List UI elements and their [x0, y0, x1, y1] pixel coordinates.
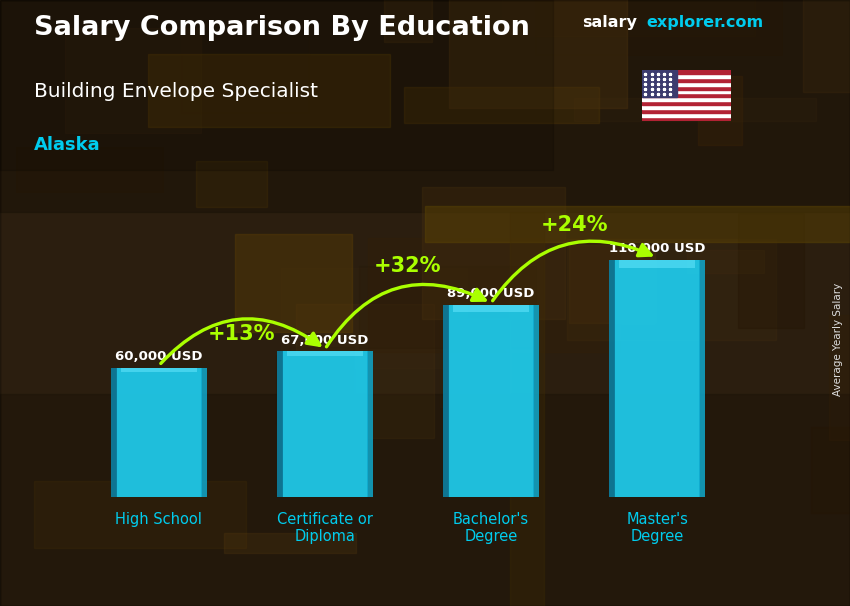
Text: Salary Comparison By Education: Salary Comparison By Education	[34, 15, 530, 41]
Text: Certificate or
Diploma: Certificate or Diploma	[277, 512, 373, 544]
Bar	[698, 76, 742, 145]
Bar	[201, 368, 207, 497]
Text: 60,000 USD: 60,000 USD	[116, 350, 202, 363]
Bar	[16, 147, 162, 191]
Bar	[281, 268, 467, 368]
Bar	[367, 351, 373, 497]
Bar	[642, 82, 731, 85]
Bar	[110, 368, 116, 497]
Text: Average Yearly Salary: Average Yearly Salary	[833, 283, 843, 396]
Bar	[642, 105, 731, 109]
Text: Master's
Degree: Master's Degree	[626, 512, 688, 544]
Bar	[642, 93, 731, 98]
Bar	[440, 321, 503, 407]
Text: explorer.com: explorer.com	[647, 15, 764, 30]
Bar	[536, 0, 782, 55]
Bar	[405, 87, 599, 123]
Bar	[642, 78, 731, 82]
Bar	[574, 98, 816, 121]
Bar	[425, 206, 850, 242]
Text: salary: salary	[582, 15, 638, 30]
Bar	[829, 315, 850, 440]
Text: +32%: +32%	[374, 256, 442, 276]
Text: Alaska: Alaska	[34, 136, 100, 155]
Bar	[453, 305, 529, 312]
Bar	[449, 0, 627, 108]
Text: High School: High School	[116, 512, 202, 527]
Text: Building Envelope Specialist: Building Envelope Specialist	[34, 82, 318, 101]
Bar	[235, 234, 352, 331]
Text: 89,000 USD: 89,000 USD	[447, 287, 535, 301]
Bar	[359, 266, 536, 348]
Bar	[0, 0, 552, 170]
Bar	[148, 54, 389, 127]
Bar	[642, 70, 731, 74]
Bar	[642, 101, 731, 105]
Text: +24%: +24%	[541, 215, 608, 236]
Bar	[642, 98, 731, 101]
Bar	[803, 0, 850, 92]
Bar	[297, 304, 434, 438]
Bar	[196, 161, 267, 207]
Bar	[422, 187, 565, 319]
Bar	[34, 481, 246, 548]
Bar	[642, 74, 731, 78]
Bar	[614, 260, 700, 497]
Text: 67,600 USD: 67,600 USD	[281, 333, 369, 347]
Bar	[289, 347, 354, 459]
Bar	[276, 351, 283, 497]
Bar	[567, 239, 776, 339]
Bar	[642, 85, 731, 90]
Text: 110,000 USD: 110,000 USD	[609, 242, 706, 255]
Bar	[642, 90, 731, 93]
Text: Bachelor's
Degree: Bachelor's Degree	[453, 512, 529, 544]
Bar	[687, 250, 764, 273]
Bar	[224, 533, 356, 553]
Bar	[510, 212, 544, 606]
Bar	[121, 368, 197, 372]
Bar	[448, 305, 534, 497]
Bar	[569, 245, 654, 322]
Bar	[642, 70, 677, 98]
Bar	[443, 305, 449, 497]
Bar	[700, 260, 706, 497]
Bar	[811, 427, 850, 513]
Bar	[502, 0, 755, 36]
Bar	[642, 109, 731, 113]
Bar	[282, 351, 368, 497]
Bar	[533, 305, 540, 497]
Bar	[368, 238, 620, 352]
Bar	[738, 213, 804, 328]
Bar	[642, 113, 731, 117]
Bar	[287, 351, 363, 356]
Text: +13%: +13%	[208, 324, 275, 344]
Bar	[0, 0, 850, 212]
Bar	[619, 260, 695, 268]
Bar	[642, 117, 731, 121]
Bar	[0, 394, 850, 606]
Bar	[65, 27, 201, 133]
Bar	[609, 260, 615, 497]
Bar	[384, 0, 432, 42]
Bar	[116, 368, 202, 497]
Bar	[275, 356, 354, 424]
Bar	[181, 24, 309, 113]
